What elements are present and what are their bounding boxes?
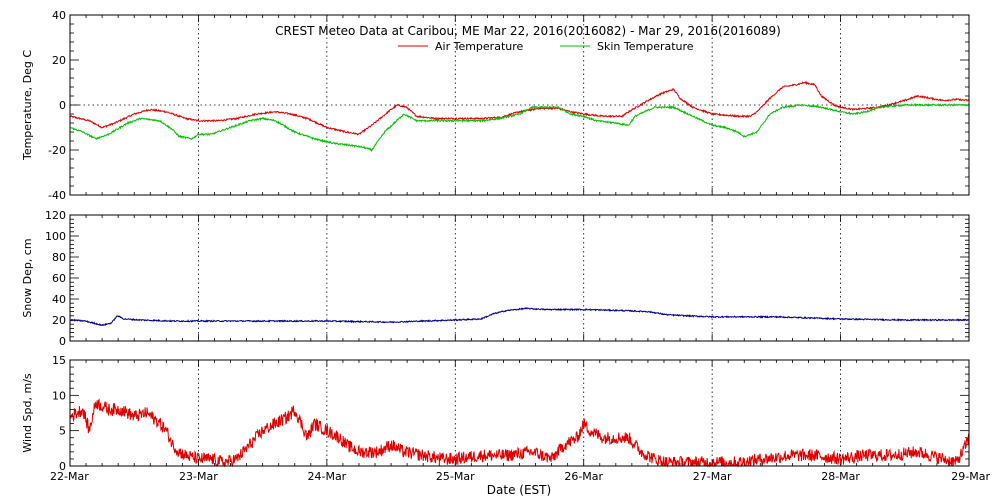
y-tick-label: 0	[59, 335, 66, 348]
chart-panels: -40 -20 0 20 40 Temperature, Deg C Air Tempera…	[21, 9, 990, 483]
y-tick-label: 10	[52, 389, 66, 402]
y-tick-label: 0	[59, 460, 66, 473]
series-air-temperature	[69, 80, 970, 136]
y-tick-label: 20	[52, 314, 66, 327]
y-tick-label: 20	[52, 54, 66, 67]
panel-frame-snow-depth	[69, 214, 970, 342]
x-axis-label: Date (EST)	[487, 483, 551, 497]
panel-frame-temperature	[69, 14, 970, 196]
legend: Air Temperature Skin Temperature	[398, 40, 694, 53]
x-tick-label: 28-Mar	[821, 470, 860, 483]
panel-snow-depth: 0 20 40 60 80 100 120 Snow Dep, cm	[21, 209, 970, 348]
y-tick-label: 40	[52, 293, 66, 306]
y-tick-label: 120	[45, 209, 66, 222]
y-tick-label: -20	[48, 144, 66, 157]
panel-frame-wind-speed	[69, 359, 970, 467]
y-tick-label: 15	[52, 354, 66, 367]
x-tick-label: 23-Mar	[179, 470, 218, 483]
y-tick-label: 0	[59, 99, 66, 112]
x-tick-label: 27-Mar	[693, 470, 732, 483]
y-axis-label-wind-speed: Wind Spd, m/s	[21, 373, 34, 453]
y-tick-label: 40	[52, 9, 66, 22]
chart-title: CREST Meteo Data at Caribou, ME Mar 22, …	[275, 24, 781, 38]
y-tick-label: 80	[52, 251, 66, 264]
x-tick-label: 22-Mar	[50, 470, 89, 483]
y-tick-label: -40	[48, 189, 66, 202]
x-tick-label: 26-Mar	[564, 470, 603, 483]
legend-label: Air Temperature	[435, 40, 524, 53]
panel-wind-speed: 0 5 10 15 Wind Spd, m/s	[21, 354, 970, 473]
y-tick-label: 100	[45, 230, 66, 243]
y-tick-label: 60	[52, 272, 66, 285]
series-snow-depth	[69, 307, 970, 327]
series-skin-temperature	[69, 103, 970, 153]
y-axis-label-snow-depth: Snow Dep, cm	[21, 238, 34, 317]
series-wind-speed	[69, 398, 970, 468]
y-tick-label: 5	[59, 425, 66, 438]
x-tick-label: 24-Mar	[307, 470, 346, 483]
x-tick-label: 29-Mar	[951, 470, 990, 483]
x-tick-label: 25-Mar	[436, 470, 475, 483]
y-axis-label-temperature: Temperature, Deg C	[21, 50, 34, 161]
legend-label: Skin Temperature	[597, 40, 694, 53]
panel-temperature: -40 -20 0 20 40 Temperature, Deg C Air Tempera…	[21, 9, 970, 202]
